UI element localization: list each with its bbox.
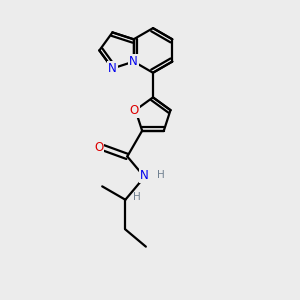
Text: O: O — [94, 141, 103, 154]
Text: N: N — [129, 55, 138, 68]
Text: H: H — [133, 192, 140, 203]
Text: H: H — [157, 170, 165, 181]
Text: O: O — [129, 103, 139, 117]
Text: N: N — [140, 169, 149, 182]
Text: N: N — [108, 62, 117, 75]
